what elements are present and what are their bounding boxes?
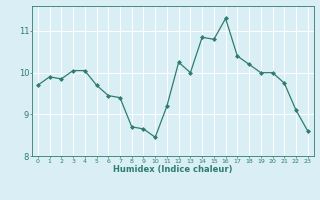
X-axis label: Humidex (Indice chaleur): Humidex (Indice chaleur) [113,165,233,174]
